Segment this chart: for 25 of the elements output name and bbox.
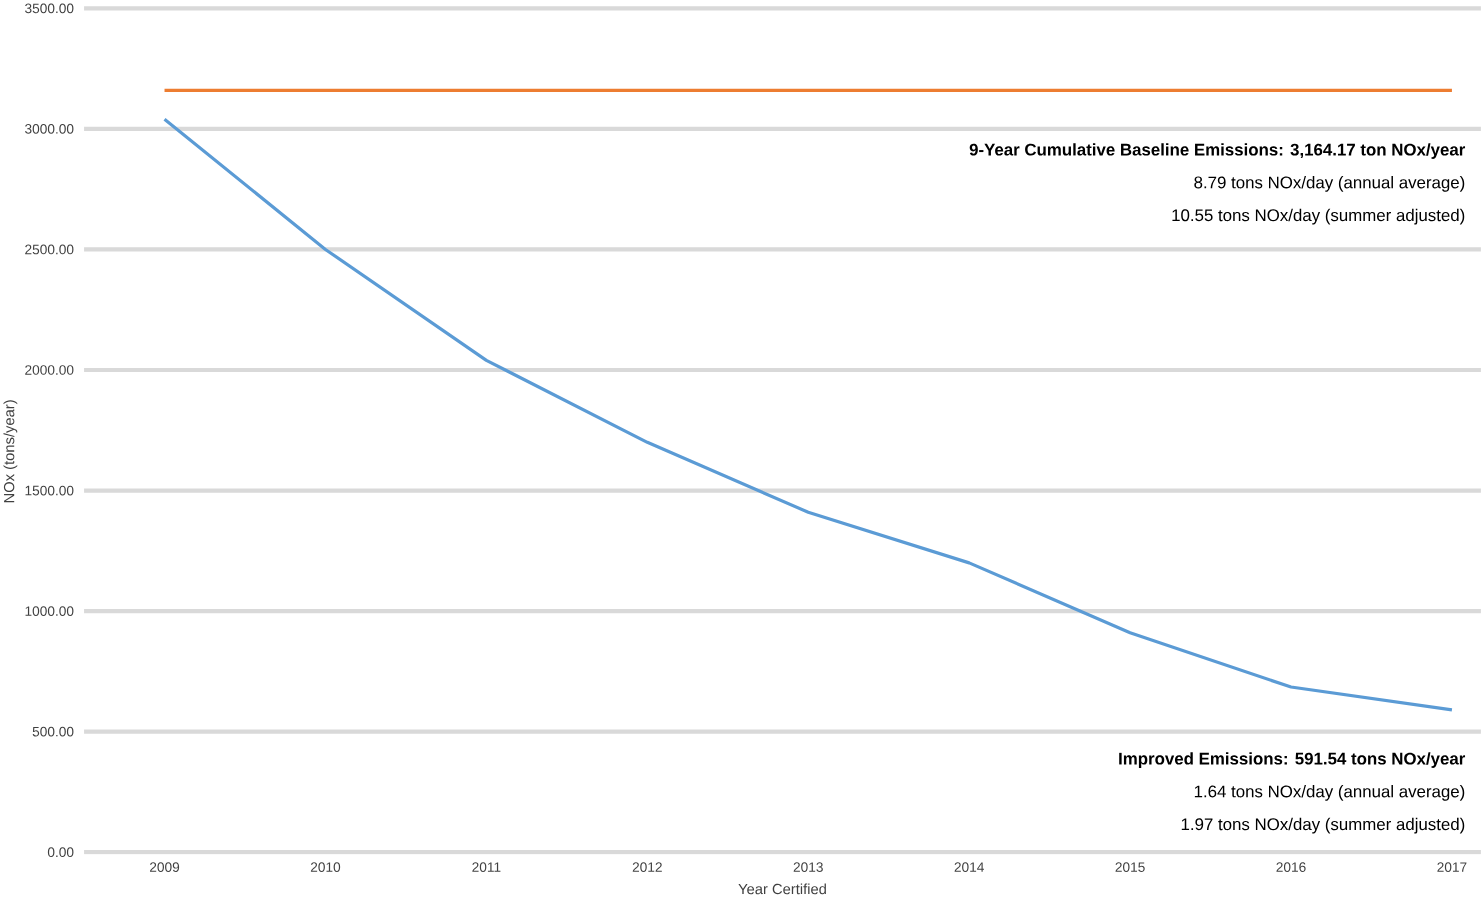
- annotation: 10.55 tons NOx/day (summer adjusted): [1172, 208, 1465, 225]
- x-tick-label: 2013: [793, 862, 823, 873]
- x-tick-label: 2016: [1276, 862, 1306, 873]
- x-axis-title: Year Certified: [738, 883, 826, 895]
- y-axis-title: NOx (tons/year): [3, 400, 18, 503]
- y-tick-label: 2500.00: [25, 244, 74, 255]
- annotation: 1.64 tons NOx/day (annual average): [1194, 785, 1465, 801]
- y-tick-label: 3000.00: [25, 124, 74, 134]
- y-tick-label: 3500.00: [25, 3, 74, 14]
- y-tick-label: 1000.00: [25, 606, 74, 617]
- x-tick-label: 2015: [1115, 862, 1145, 873]
- annotation: 1.97 tons NOx/day (summer adjusted): [1181, 817, 1465, 834]
- x-tick-label: 2009: [149, 862, 180, 873]
- x-tick-label: 2014: [954, 862, 984, 873]
- annotation: 9-Year Cumulative Baseline Emissions: 3,164.17 ton NOx/year: [969, 143, 1466, 160]
- y-tick-label: 2000.00: [25, 365, 74, 375]
- y-tick-label: 0.00: [47, 847, 74, 858]
- x-tick-label: 2012: [632, 862, 662, 873]
- x-tick-label: 2011: [472, 862, 501, 873]
- x-tick-label: 2017: [1437, 862, 1467, 873]
- annotation: Improved Emissions: 591.54 tons NOx/year: [1119, 752, 1466, 769]
- y-tick-label: 500.00: [32, 726, 74, 737]
- y-tick-label: 1500.00: [25, 485, 74, 496]
- x-tick-label: 2010: [310, 862, 341, 873]
- annotation: 8.79 tons NOx/day (annual average): [1194, 176, 1465, 192]
